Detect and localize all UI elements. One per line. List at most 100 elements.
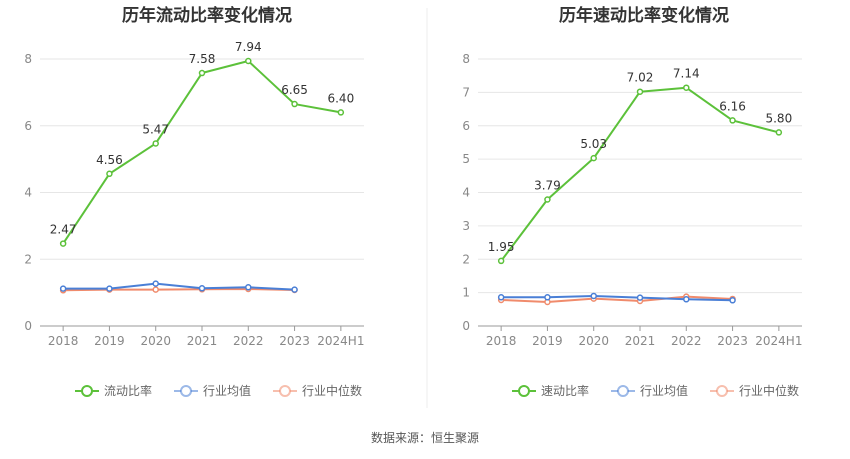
industry-average-point[interactable] (636, 294, 644, 301)
primary-series-point[interactable] (544, 196, 551, 203)
primary-series-line: 2.47 4.56 5.47 7.58 7.94 6.65 6.40 (50, 40, 354, 247)
primary-series-point[interactable] (590, 154, 597, 162)
primary-series-point[interactable] (198, 69, 206, 77)
legend-label: 速动比率 (541, 383, 589, 398)
chart-title: 历年流动比率变化情况 (122, 5, 292, 26)
data-label: 2.47 (50, 223, 77, 237)
x-tick-label: 2024H1 (317, 334, 364, 348)
industry-average-point[interactable] (544, 294, 551, 301)
legend-label: 行业均值 (203, 383, 251, 398)
legend-item-industry-average[interactable]: 行业均值 (174, 383, 251, 398)
industry-average-point[interactable] (59, 285, 67, 292)
y-tick-label: 8 (24, 52, 32, 66)
legend-item-industry-median[interactable]: 行业中位数 (273, 383, 362, 398)
x-tick-label: 2018 (48, 334, 79, 348)
industry-average-point[interactable] (590, 292, 597, 300)
industry-average-point[interactable] (106, 285, 113, 292)
legend-marker-icon (180, 385, 192, 397)
y-tick-label: 1 (462, 286, 470, 300)
x-tick-label: 2024H1 (755, 334, 802, 348)
x-tick-label: 2021 (187, 334, 218, 348)
x-tick-label: 2020 (578, 334, 609, 348)
data-label: 7.94 (235, 40, 262, 54)
data-label: 1.95 (488, 240, 515, 254)
legend-label: 行业中位数 (739, 383, 799, 398)
x-tick-label: 2023 (279, 334, 310, 348)
primary-series-point[interactable] (497, 257, 505, 265)
x-tick-label: 2019 (94, 334, 125, 348)
y-tick-label: 0 (462, 319, 470, 333)
industry-average-point[interactable] (497, 294, 505, 301)
industry-average-line (59, 280, 298, 293)
y-tick-label: 8 (462, 52, 470, 66)
primary-series-point[interactable] (291, 100, 298, 108)
primary-series-line: 1.95 3.79 5.03 7.02 7.14 6.16 5.80 (488, 67, 792, 265)
data-label: 6.16 (719, 99, 746, 113)
primary-series-point[interactable] (245, 57, 252, 65)
chart-panel-quick-ratio: 历年速动比率变化情况 0 1 2 3 4 5 6 7 8 2018 2019 2020 2021 2022 2… (462, 5, 802, 398)
industry-average-point[interactable] (152, 280, 159, 287)
industry-median-point[interactable] (152, 286, 159, 293)
y-tick-label: 6 (24, 119, 32, 133)
legend-marker-icon (617, 385, 629, 397)
x-tick-label: 2018 (486, 334, 517, 348)
primary-series-point[interactable] (152, 140, 159, 147)
data-label: 6.65 (281, 83, 308, 97)
x-tick-label: 2019 (532, 334, 563, 348)
data-label: 7.02 (627, 71, 654, 85)
primary-series-point[interactable] (59, 240, 67, 247)
primary-series-point[interactable] (729, 117, 736, 124)
legend: 流动比率 行业均值 行业中位数 (75, 383, 362, 398)
y-tick-label: 3 (462, 219, 470, 233)
legend-label: 行业中位数 (302, 383, 362, 398)
y-tick-label: 2 (462, 252, 470, 266)
data-source: 数据来源：恒生聚源 (371, 430, 479, 445)
chart-title: 历年速动比率变化情况 (559, 5, 729, 26)
data-label: 4.56 (96, 153, 123, 167)
legend-item-primary-series[interactable]: 速动比率 (512, 383, 589, 398)
industry-average-point[interactable] (729, 297, 736, 304)
y-tick-label: 7 (462, 85, 470, 99)
primary-series-point[interactable] (106, 170, 113, 178)
y-tick-label: 0 (24, 319, 32, 333)
legend-marker-icon (716, 385, 728, 397)
data-label: 6.40 (327, 91, 354, 105)
y-tick-label: 2 (24, 252, 32, 266)
y-tick-label: 4 (24, 186, 32, 200)
primary-series-point[interactable] (636, 88, 644, 95)
primary-series-path (500, 86, 780, 262)
industry-average-point[interactable] (291, 286, 298, 293)
industry-average-path (501, 294, 733, 302)
industry-median-path (501, 295, 733, 303)
y-tick-label: 6 (462, 119, 470, 133)
industry-average-path (63, 282, 295, 291)
y-tick-label: 4 (462, 186, 470, 200)
primary-series-point[interactable] (337, 109, 345, 116)
data-label: 3.79 (534, 179, 561, 193)
data-label: 5.03 (580, 137, 607, 151)
primary-series-point[interactable] (683, 84, 690, 91)
industry-median-path (63, 287, 295, 292)
legend-marker-icon (81, 385, 93, 397)
industry-average-point[interactable] (683, 296, 690, 303)
legend-marker-icon (518, 385, 530, 397)
legend-label: 流动比率 (104, 383, 152, 398)
legend: 速动比率 行业均值 行业中位数 (512, 383, 799, 398)
legend-item-industry-median[interactable]: 行业中位数 (710, 383, 799, 398)
x-tick-label: 2022 (671, 334, 702, 348)
industry-average-point[interactable] (245, 284, 252, 291)
x-tick-label: 2022 (233, 334, 264, 348)
x-tick-label: 2023 (717, 334, 748, 348)
x-tick-label: 2021 (625, 334, 656, 348)
industry-average-point[interactable] (198, 285, 206, 292)
data-label: 5.80 (765, 111, 792, 125)
primary-series-point[interactable] (775, 129, 783, 136)
y-tick-label: 5 (462, 152, 470, 166)
legend-label: 行业均值 (640, 383, 688, 398)
legend-marker-icon (279, 385, 291, 397)
data-label: 7.58 (189, 52, 216, 66)
x-tick-label: 2020 (140, 334, 171, 348)
legend-item-primary-series[interactable]: 流动比率 (75, 383, 152, 398)
legend-item-industry-average[interactable]: 行业均值 (611, 383, 688, 398)
